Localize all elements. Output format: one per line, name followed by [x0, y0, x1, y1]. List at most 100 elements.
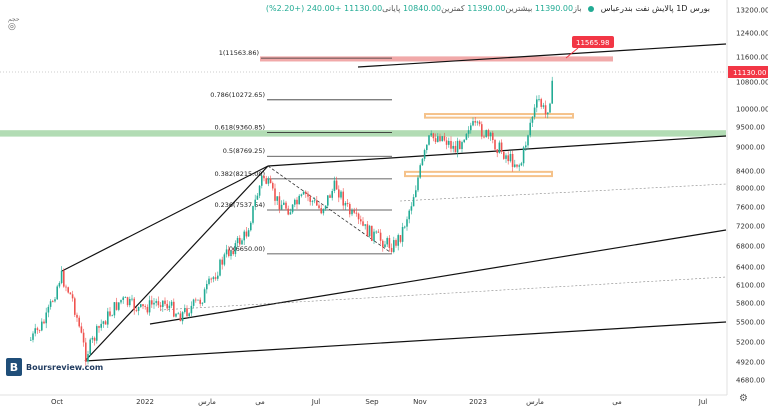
- candle-body: [47, 306, 50, 313]
- candle-body: [364, 224, 366, 226]
- candle-body: [267, 178, 270, 184]
- trend-line: [159, 276, 727, 311]
- gear-icon[interactable]: ⚙: [739, 393, 748, 404]
- candle-body: [362, 221, 364, 226]
- candle-body: [551, 80, 553, 104]
- candle-body: [43, 321, 45, 324]
- time-axis[interactable]: Oct 2022 مارس می Jul Sep Nov 2023 مارس می Jul: [51, 398, 707, 406]
- fib-label: 0.786(10272.65): [210, 91, 265, 99]
- candle-body: [93, 337, 96, 341]
- candle-body: [212, 277, 215, 280]
- candle-body: [505, 155, 507, 159]
- time-tick-label: می: [612, 398, 622, 406]
- candle-body: [137, 306, 140, 311]
- price-tick-label: 8400.00: [736, 168, 765, 176]
- time-tick-label: Nov: [413, 398, 427, 406]
- candle-body: [258, 185, 261, 196]
- support-zone: [0, 130, 726, 137]
- candle-body: [379, 232, 382, 241]
- candle-body: [236, 237, 239, 244]
- logo-mark: B: [6, 358, 22, 376]
- price-tick-label: 13200.00: [736, 7, 768, 15]
- candle-body: [465, 133, 468, 140]
- time-tick-label: مارس: [198, 398, 216, 406]
- symbol-name[interactable]: پالایش نفت بندرعباس: [600, 4, 674, 13]
- candle-body: [456, 140, 459, 153]
- trend-line: [61, 165, 269, 272]
- fibonacci-levels: 1(11563.86) 0.786(10272.65) 0.618(9360.85)…: [210, 49, 392, 255]
- candle-body: [511, 153, 514, 167]
- price-tick-label: 7200.00: [736, 223, 765, 231]
- candle-body: [520, 163, 523, 166]
- candle-body: [100, 323, 102, 328]
- candle-body: [129, 299, 131, 306]
- hide-eye-icon[interactable]: ◎: [8, 22, 16, 32]
- price-tick-label: 6800.00: [736, 243, 765, 251]
- candle-body: [155, 301, 157, 303]
- candle-body: [437, 136, 439, 142]
- candle-body: [157, 301, 160, 306]
- candle-body: [412, 197, 415, 207]
- price-tick-label: 4680.00: [736, 377, 765, 385]
- candle-body: [104, 321, 107, 325]
- candle-body: [441, 136, 443, 142]
- candle-body: [208, 278, 210, 284]
- candle-body: [36, 328, 39, 330]
- candle-body: [322, 208, 325, 214]
- candle-body: [118, 302, 120, 310]
- time-tick-label: Oct: [51, 398, 63, 406]
- interval-label[interactable]: 1D: [676, 4, 688, 13]
- candle-body: [60, 270, 63, 284]
- candle-body: [34, 328, 36, 334]
- low-value: 10840.00: [402, 4, 442, 13]
- candle-body: [113, 302, 116, 316]
- candle-body: [254, 199, 256, 207]
- candle-body: [419, 165, 421, 178]
- candle-body: [538, 99, 540, 100]
- candle-body: [56, 286, 58, 300]
- candle-body: [311, 201, 314, 202]
- trend-line: [399, 183, 727, 202]
- candle-body: [518, 165, 520, 167]
- candle-body: [245, 231, 248, 237]
- candle-body: [265, 178, 267, 184]
- candle-body: [540, 99, 542, 107]
- exchange-label: بورس: [690, 4, 710, 13]
- candle-body: [406, 219, 408, 227]
- candle-body: [91, 337, 94, 340]
- candle-body: [527, 135, 529, 146]
- trend-line: [84, 321, 727, 362]
- volume-label: حجم: [8, 16, 20, 23]
- candle-body: [542, 105, 545, 107]
- candle-body: [80, 326, 83, 333]
- candle-body: [234, 243, 237, 255]
- candle-body: [170, 301, 173, 306]
- grid: [0, 0, 728, 396]
- candle-body: [432, 133, 435, 139]
- candle-body: [296, 199, 298, 205]
- candle-body: [353, 210, 355, 213]
- candle-body: [140, 304, 142, 307]
- candle-body: [58, 283, 61, 287]
- candle-body: [230, 250, 232, 257]
- candle-body: [351, 210, 353, 215]
- close-value: 11130.00: [344, 4, 383, 13]
- candle-body: [544, 105, 547, 115]
- candle-body: [547, 112, 549, 115]
- candle-body: [485, 130, 487, 137]
- candle-body: [461, 142, 463, 150]
- candle-body: [252, 206, 254, 223]
- candle-body: [115, 302, 118, 310]
- candle-body: [146, 306, 149, 313]
- candle-body: [109, 311, 111, 316]
- candle-body: [463, 139, 465, 143]
- candle-body: [377, 231, 380, 233]
- candles: [30, 76, 553, 366]
- candle-body: [131, 298, 133, 300]
- candle-body: [82, 332, 85, 343]
- price-axis[interactable]: 13200.00 12400.00 11600.00 10800.00 10000.00…: [736, 7, 768, 385]
- price-tick-label: 12400.00: [736, 30, 768, 38]
- box-zone: [424, 113, 574, 119]
- candle-body: [122, 297, 124, 300]
